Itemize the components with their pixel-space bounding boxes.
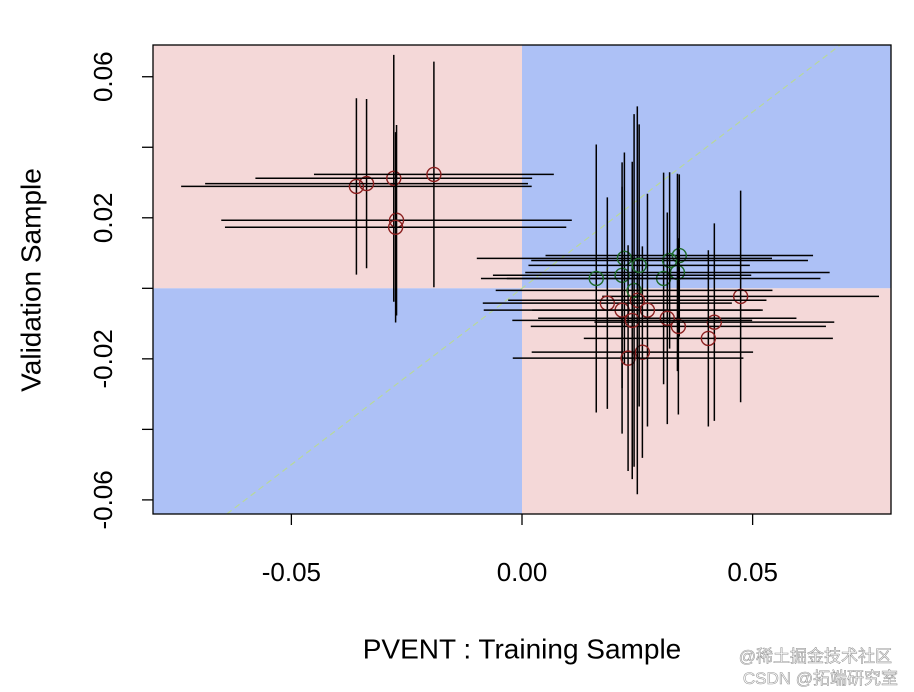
point [631,257,647,274]
point [588,270,604,287]
y-tick-label: 0.02 [88,192,118,243]
watermark: @稀土掘金技术社区 [739,647,892,666]
x-tick-label: -0.05 [262,557,321,587]
point [671,247,687,264]
x-tick-label: 0.05 [727,557,778,587]
y-tick-label: 0.06 [88,51,118,102]
point [661,252,678,269]
point [426,166,442,183]
point [386,170,402,186]
y-axis-title: Validation Sample [15,168,46,392]
diagonal-reference [226,44,841,515]
point [620,350,636,366]
y-tick-label: -0.06 [88,470,118,529]
point [387,219,404,236]
watermark: CSDN @拓端研究室 [743,669,898,688]
x-axis-title: PVENT : Training Sample [363,633,682,664]
point [706,314,723,330]
point [639,302,656,318]
plot-background [153,45,891,514]
point [732,288,749,305]
x-tick-label: 0.00 [497,557,548,587]
point [629,292,646,309]
point [348,178,365,195]
point [626,282,642,299]
point [670,318,687,335]
point [634,344,651,360]
point [659,310,675,326]
quadrant [153,45,522,289]
quadrant [522,45,891,289]
y-tick-label: -0.02 [88,329,118,388]
point [358,175,375,192]
point [700,330,717,347]
quadrant [153,288,522,514]
